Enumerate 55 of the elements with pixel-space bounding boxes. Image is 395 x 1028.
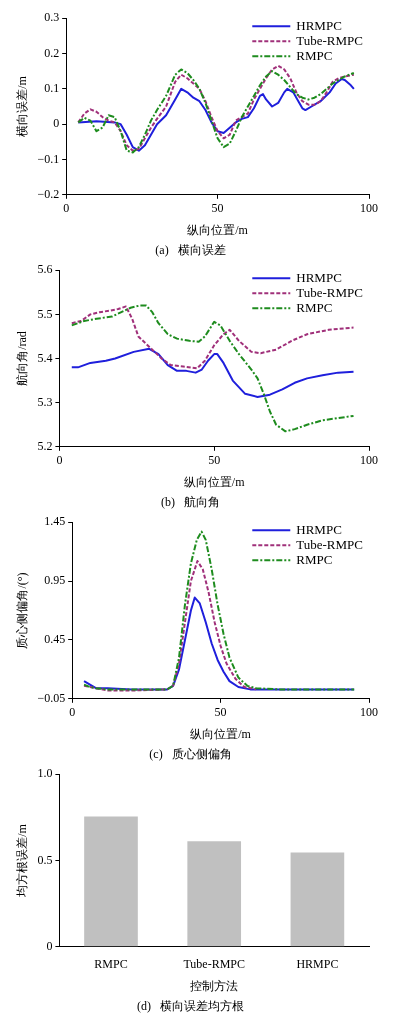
bar xyxy=(290,852,345,947)
x-tick-label: Tube-RMPC xyxy=(183,957,245,972)
y-tick-label: 0.5 xyxy=(37,852,53,867)
y-tick-label: 0 xyxy=(46,938,53,953)
line-series xyxy=(83,560,258,692)
x-tick-label: 50 xyxy=(214,705,227,720)
y-tick-label: 5.3 xyxy=(37,394,53,409)
y-tick-label: 5.2 xyxy=(37,438,53,453)
y-tick-label: 1.45 xyxy=(44,514,66,529)
y-tick-label: 1.0 xyxy=(37,766,53,781)
legend-label: Tube-RMPC xyxy=(296,32,363,48)
y-tick-label: 0.45 xyxy=(44,632,66,647)
y-tick-label: 0.95 xyxy=(44,573,66,588)
x-tick-label: 50 xyxy=(211,201,224,216)
x-axis-title: 纵向位置/m xyxy=(187,222,249,237)
x-axis-title: 纵向位置/m xyxy=(183,474,246,489)
y-axis-title: 航向角/rad xyxy=(15,331,30,386)
y-tick-label: 0.1 xyxy=(44,81,60,95)
x-tick-label: 100 xyxy=(360,201,378,216)
legend-label: HRMPC xyxy=(296,17,342,33)
y-tick-label: 0 xyxy=(53,116,60,131)
y-tick-label: −0.1 xyxy=(37,151,60,166)
y-axis-title: 均方根误差/m xyxy=(15,823,30,898)
y-tick-label: −0.2 xyxy=(37,186,60,201)
text: (d) 横向误差均方根 xyxy=(137,998,244,1013)
y-tick-label: 0.2 xyxy=(44,45,60,60)
x-tick-label: 50 xyxy=(208,453,221,468)
y-tick-label: 0.3 xyxy=(44,10,60,25)
text: (c) 质心侧偏角 xyxy=(149,746,232,761)
y-tick-label: 5.6 xyxy=(37,262,53,277)
x-tick-label: HRMPC xyxy=(296,957,339,972)
line-series xyxy=(70,304,355,433)
x-tick-label: 100 xyxy=(360,453,378,468)
x-tick-label: 100 xyxy=(360,705,378,720)
x-axis-title: 控制方法 xyxy=(190,978,239,993)
legend-label: HRMPC xyxy=(296,521,342,537)
x-tick-label: RMPC xyxy=(94,957,128,972)
bar xyxy=(84,816,138,947)
y-tick-label: 5.4 xyxy=(37,350,53,365)
legend-label: Tube-RMPC xyxy=(296,536,363,552)
y-tick-label: 5.5 xyxy=(37,306,53,321)
x-tick-label: 0 xyxy=(69,705,76,720)
legend-label: HRMPC xyxy=(296,269,342,285)
legend-label: RMPC xyxy=(296,47,333,63)
y-tick-label: −0.05 xyxy=(37,690,66,705)
text: (a) 横向误差 xyxy=(155,242,226,257)
y-axis-title: 横向误差/m xyxy=(15,75,30,137)
text: (b) 航向角 xyxy=(161,494,220,509)
y-axis-title: 质心侧偏角/(°) xyxy=(15,572,30,649)
legend-label: Tube-RMPC xyxy=(296,284,363,300)
line-series xyxy=(70,305,355,370)
legend-label: RMPC xyxy=(296,551,333,567)
x-axis-title: 纵向位置/m xyxy=(190,726,252,741)
legend-label: RMPC xyxy=(296,299,333,315)
bar xyxy=(187,841,242,947)
